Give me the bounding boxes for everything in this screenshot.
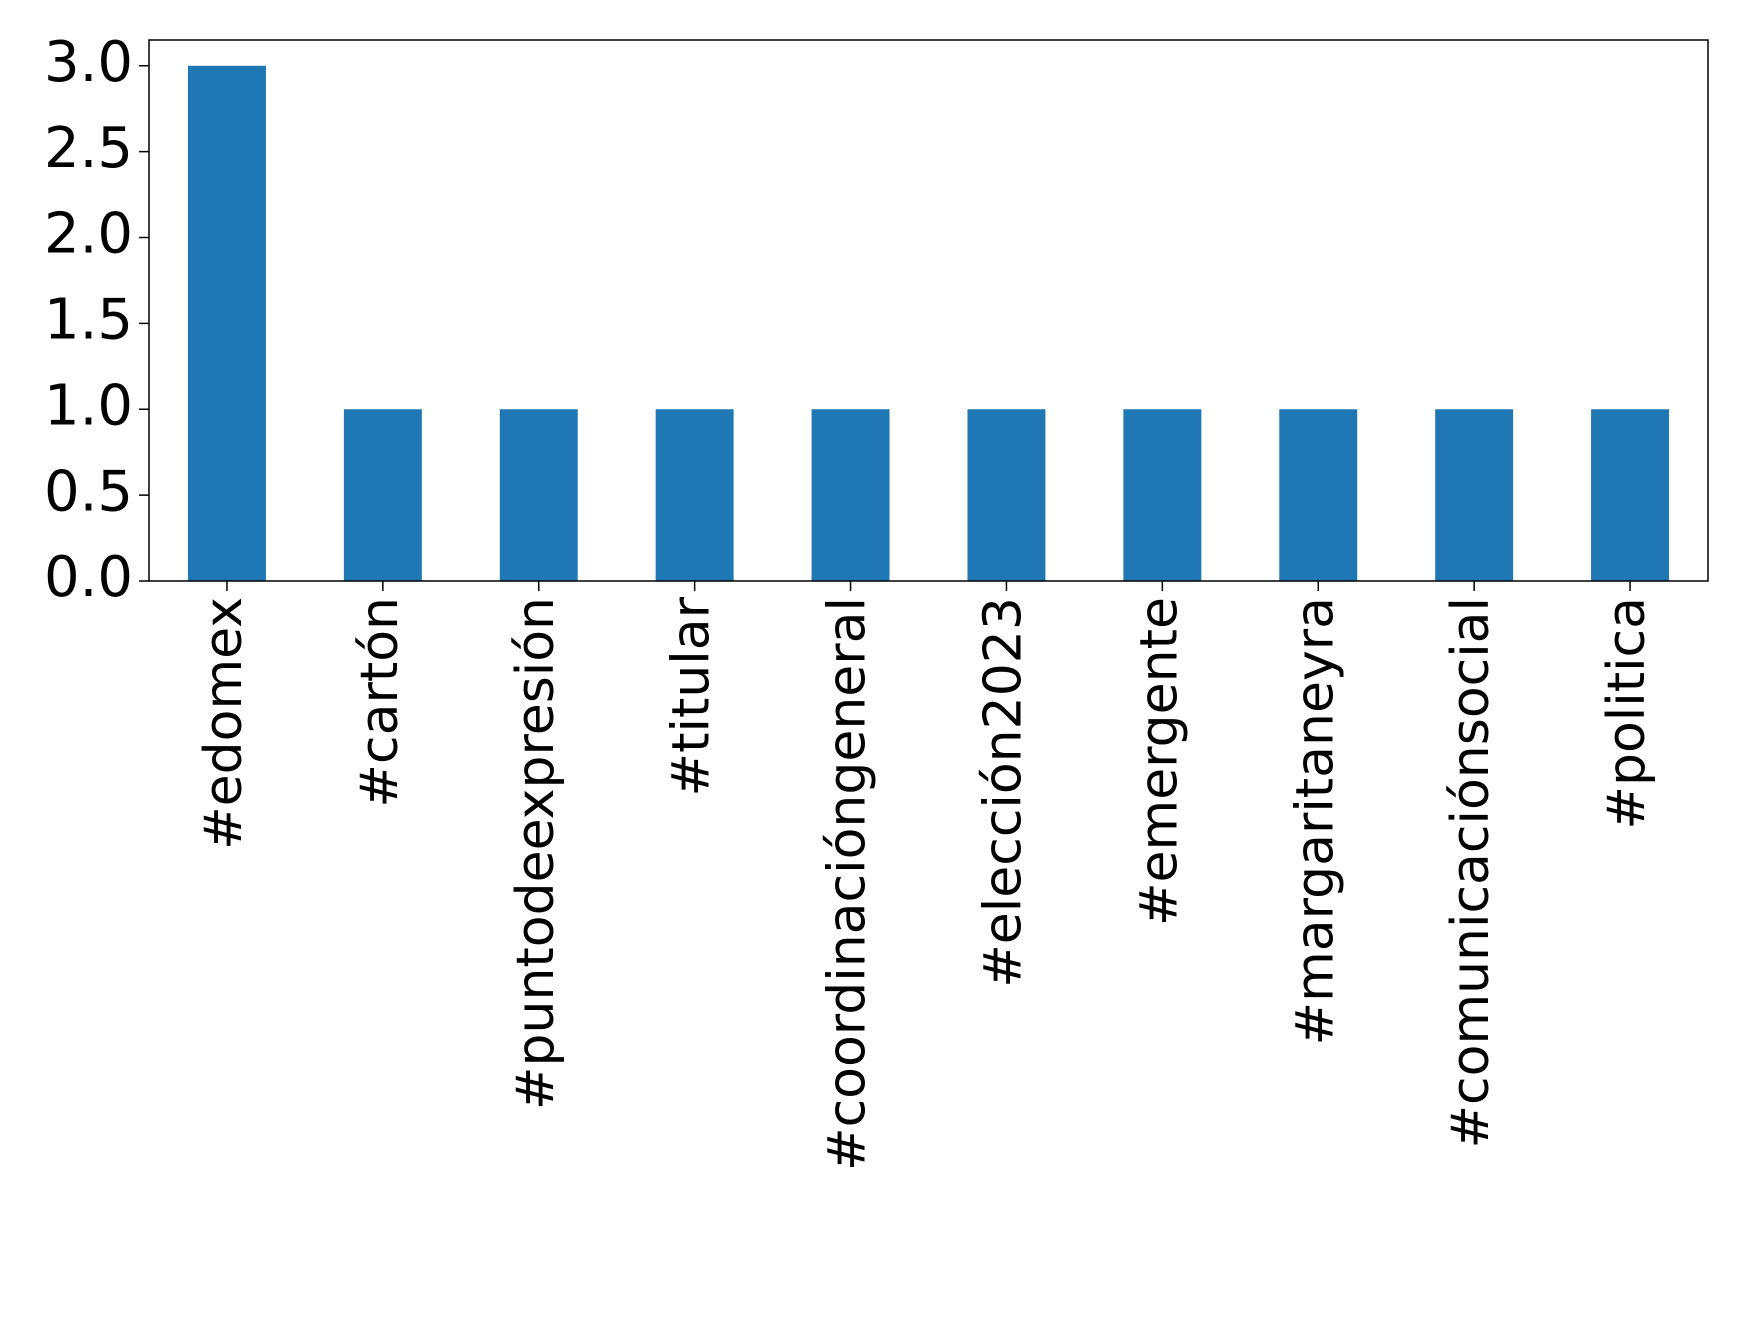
- x-tick-label: #elección2023: [973, 597, 1033, 988]
- bar: [1123, 409, 1202, 581]
- x-tick-label: #titular: [662, 596, 722, 796]
- bar: [1279, 409, 1358, 581]
- bar: [1435, 409, 1514, 581]
- y-tick-label: 2.0: [44, 202, 133, 267]
- y-tick-label: 1.5: [44, 288, 133, 353]
- plot-frame: [148, 39, 1709, 582]
- bar: [343, 409, 422, 581]
- y-tick-label: 0.0: [44, 545, 133, 610]
- x-tick-label: #cartón: [350, 597, 410, 808]
- bar: [655, 409, 734, 581]
- y-tick-label: 0.5: [44, 459, 133, 524]
- bar: [187, 65, 266, 581]
- bar: [811, 409, 890, 581]
- y-tick-label: 3.0: [44, 30, 133, 95]
- y-tick-label: 2.5: [44, 116, 133, 181]
- x-tick-label: #edomex: [194, 597, 254, 850]
- bar: [1591, 409, 1670, 581]
- x-tick-label: #puntodeexpresión: [506, 597, 566, 1110]
- x-tick-label: #coordinacióngeneral: [818, 597, 878, 1171]
- bar: [499, 409, 578, 581]
- y-tick-label: 1.0: [44, 373, 133, 438]
- x-tick-label: #comunicaciónsocial: [1441, 597, 1501, 1149]
- bar: [967, 409, 1046, 581]
- x-tick-label: #margaritaneyra: [1285, 597, 1345, 1045]
- x-tick-label: #politica: [1597, 597, 1657, 830]
- x-tick-label: #emergente: [1129, 597, 1189, 926]
